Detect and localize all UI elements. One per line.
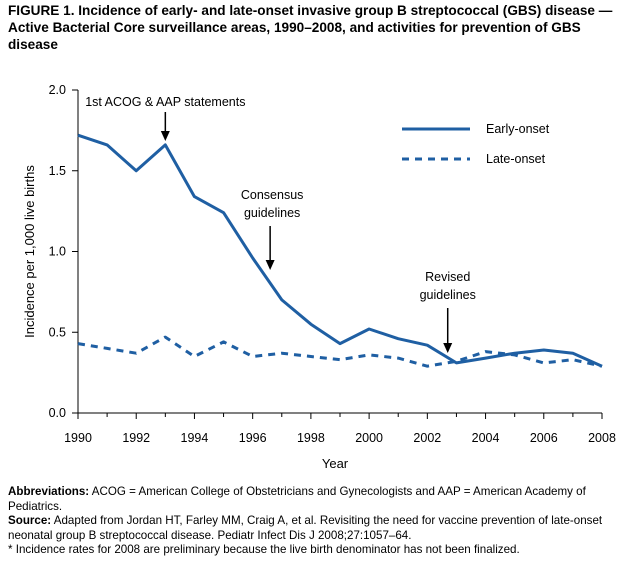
preliminary-note: * Incidence rates for 2008 are prelimina…: [8, 543, 520, 557]
annotation-label: Consensus: [241, 188, 304, 202]
annotation-label: guidelines: [244, 206, 300, 220]
y-tick-label: 2.0: [49, 83, 66, 97]
annotation-arrow-head: [265, 260, 275, 270]
abbreviations-label: Abbreviations:: [8, 485, 90, 498]
late-onset-line: [77, 335, 603, 368]
x-tick-label: 2006: [530, 431, 558, 445]
x-tick-label: 1996: [239, 431, 267, 445]
source-note: Source: Adapted from Jordan HT, Farley M…: [8, 514, 630, 543]
annotation-arrow-head: [160, 131, 170, 141]
y-tick-label: 0.0: [49, 406, 66, 420]
legend-label: Early-onset: [486, 122, 550, 136]
annotation-label: Revised: [425, 270, 470, 284]
x-tick-label: 2004: [472, 431, 500, 445]
abbreviations-text: ACOG = American College of Obstetricians…: [8, 485, 586, 513]
y-tick-label: 0.5: [49, 325, 66, 339]
x-tick-label: 2008: [588, 431, 616, 445]
abbreviations-note: Abbreviations: ACOG = American College o…: [8, 485, 630, 514]
figure-title: FIGURE 1. Incidence of early- and late-o…: [8, 3, 613, 52]
source-label: Source:: [8, 514, 52, 528]
y-axis-label: Incidence per 1,000 live births: [22, 165, 37, 338]
x-tick-label: 2002: [413, 431, 441, 445]
early-onset-line: [77, 133, 603, 368]
x-axis-label: Year: [322, 456, 349, 471]
source-text: Adapted from Jordan HT, Farley MM, Craig…: [8, 514, 603, 542]
y-tick-label: 1.0: [49, 245, 66, 259]
x-tick-label: 1998: [297, 431, 325, 445]
incidence-line-chart: 0.0 0.5 1.0 1.5 2.0 1990 1992 1994 1996 1998 2000 2…: [22, 83, 616, 471]
y-tick-label: 1.5: [49, 164, 66, 178]
figure-footer: Abbreviations: ACOG = American College o…: [8, 485, 630, 558]
annotation-label: 1st ACOG & AAP statements: [85, 95, 245, 109]
annotation-arrow-head: [443, 343, 453, 353]
x-tick-label: 1994: [181, 431, 209, 445]
legend-label: Late-onset: [486, 152, 546, 166]
x-tick-label: 2000: [355, 431, 383, 445]
x-tick-label: 1992: [122, 431, 150, 445]
x-tick-label: 1990: [64, 431, 92, 445]
annotation-label: guidelines: [420, 288, 476, 302]
